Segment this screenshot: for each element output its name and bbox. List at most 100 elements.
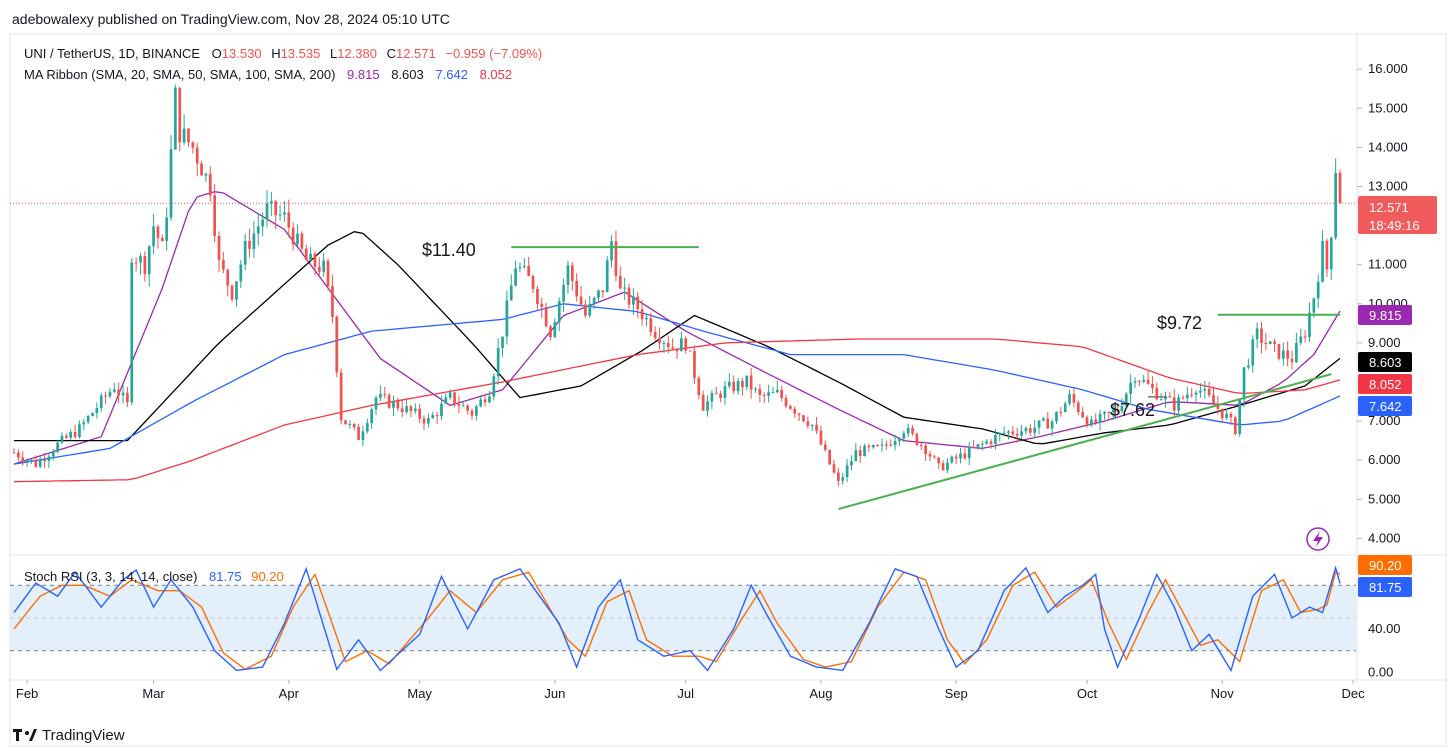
candle-body — [1002, 432, 1006, 434]
candle-body — [1181, 397, 1185, 399]
ma20-value: 9.815 — [347, 67, 380, 82]
candle-body — [693, 350, 696, 379]
candle-body — [597, 290, 600, 298]
candle-body — [1225, 413, 1228, 419]
candle-body — [841, 477, 845, 481]
candle-body — [837, 472, 840, 481]
candle-body — [1090, 419, 1093, 426]
candle-body — [932, 456, 936, 458]
candle-body — [1316, 281, 1320, 299]
candle-body — [387, 394, 391, 408]
candle-body — [1260, 328, 1263, 343]
candle-body — [392, 400, 395, 408]
candle-body — [1120, 405, 1124, 412]
stoch-title: Stoch RSI (3, 3, 14, 14, close) — [24, 569, 197, 584]
time-tick-label: Dec — [1342, 686, 1366, 701]
candle-body — [121, 392, 125, 396]
candle-body — [1238, 399, 1242, 435]
candle-body — [226, 269, 230, 286]
price-tick-label: 16.000 — [1368, 61, 1408, 76]
time-axis: Feb Mar Apr May Jun Jul Aug Sep Oct Nov Dec — [16, 680, 1365, 701]
candle-body — [963, 453, 967, 459]
time-tick-label: May — [407, 686, 432, 701]
candle-body — [1063, 403, 1067, 413]
candle-body — [1268, 341, 1272, 345]
candle-body — [919, 444, 923, 446]
candle-body — [662, 342, 666, 344]
candle-body — [972, 446, 975, 448]
candle-body — [1321, 240, 1324, 282]
tradingview-logo[interactable]: TradingView — [13, 727, 125, 744]
price-tick-label: 7.000 — [1368, 413, 1401, 428]
candle-body — [762, 394, 766, 396]
candle-body — [1281, 350, 1285, 359]
candle-body — [898, 438, 901, 441]
candle-body — [527, 265, 531, 276]
countdown-value: 18:49:16 — [1369, 218, 1420, 233]
candle-body — [1059, 411, 1063, 413]
candle-body — [536, 288, 539, 304]
candle-body — [457, 404, 461, 406]
candle-body — [413, 408, 417, 412]
candle-body — [941, 463, 945, 471]
candle-body — [509, 285, 513, 301]
candle-body — [1203, 388, 1207, 391]
candle-body — [1168, 396, 1172, 398]
candle-body — [134, 262, 138, 264]
legend-stoch: Stoch RSI (3, 3, 14, 14, close) 81.75 90… — [24, 569, 284, 584]
candle-body — [1229, 413, 1233, 418]
candle-body — [256, 226, 260, 234]
candle-body — [858, 450, 862, 457]
candle-body — [666, 342, 670, 347]
candle-body — [400, 408, 404, 413]
ma200-value: 8.052 — [480, 67, 513, 82]
candle-body — [130, 262, 134, 403]
candle-body — [73, 431, 77, 437]
ma-title: MA Ribbon (SMA, 20, SMA, 50, SMA, 100, S… — [24, 67, 335, 82]
candle-body — [1015, 433, 1019, 436]
candle-body — [767, 392, 770, 396]
candle-body — [304, 248, 308, 261]
candle-body — [1011, 431, 1015, 434]
candle-body — [370, 409, 374, 424]
candle-body — [174, 87, 177, 150]
candle-body — [758, 388, 762, 395]
open-label: O — [212, 46, 222, 61]
time-tick-label: Jul — [677, 686, 694, 701]
candle-body — [352, 424, 356, 428]
candle-body — [649, 317, 653, 333]
candle-body — [653, 332, 657, 338]
candle-body — [850, 461, 853, 466]
trendline-0 — [838, 373, 1332, 511]
candle-body — [505, 300, 509, 337]
candle-body — [810, 424, 814, 427]
candle-body — [780, 389, 784, 399]
candle-body — [902, 433, 906, 439]
candle-body — [754, 388, 757, 390]
candle-body — [514, 268, 517, 286]
candle-body — [95, 408, 99, 414]
candle-body — [1146, 379, 1150, 384]
time-tick-label: Mar — [142, 686, 165, 701]
candle-body — [1085, 417, 1089, 426]
candle-body — [1334, 173, 1337, 238]
candle-body — [880, 444, 884, 446]
candle-body — [169, 149, 173, 218]
candle-body — [1308, 312, 1311, 337]
candle-body — [1273, 341, 1276, 344]
candle-body — [1151, 383, 1154, 389]
candle-body — [549, 326, 552, 337]
candle-body — [496, 348, 500, 377]
candle-body — [239, 264, 243, 282]
candle-body — [1024, 428, 1028, 432]
price-tick-label: 14.000 — [1368, 139, 1408, 154]
candle-body — [361, 431, 365, 440]
low-label: L — [330, 46, 337, 61]
lightning-icon[interactable] — [1306, 527, 1330, 551]
candle-body — [928, 453, 932, 457]
last-price-badge: 12.571 18:49:16 — [1358, 196, 1437, 234]
price-tick-label: 15.000 — [1368, 100, 1408, 115]
candle-body — [1072, 394, 1076, 403]
candle-body — [1129, 382, 1132, 394]
candle-body — [588, 303, 592, 316]
